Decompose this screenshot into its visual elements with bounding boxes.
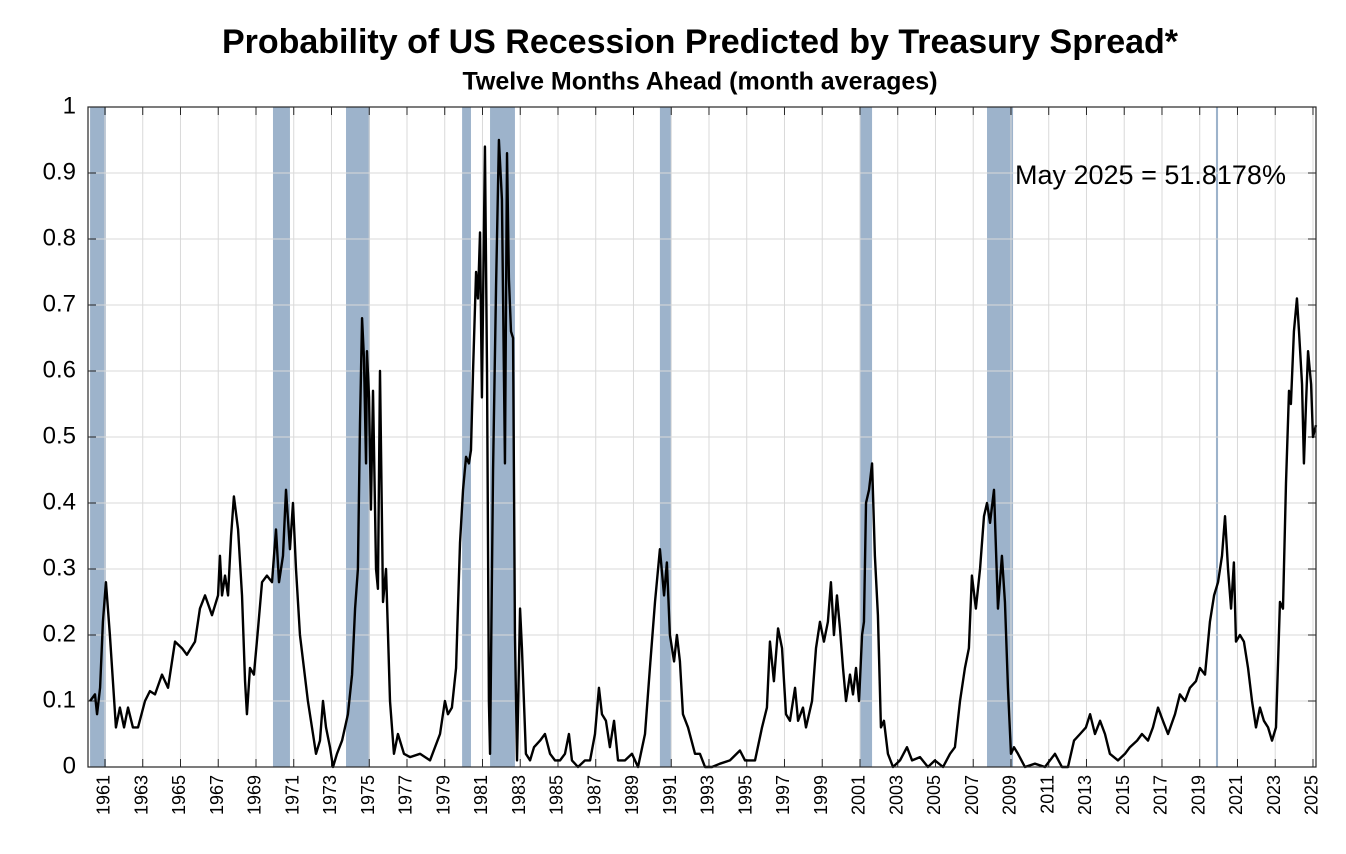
y-tick-label: 0.9	[43, 158, 76, 185]
x-tick-label: 2021	[1226, 775, 1246, 815]
x-tick-label: 1995	[735, 775, 755, 815]
y-tick-label: 0.4	[43, 488, 76, 515]
x-tick-label: 2011	[1037, 775, 1057, 814]
x-tick-label: 1971	[282, 775, 302, 815]
x-tick-label: 2025	[1302, 775, 1322, 815]
x-tick-label: 1993	[698, 775, 718, 815]
x-tick-label: 2007	[962, 775, 982, 815]
y-tick-label: 0.1	[43, 686, 76, 713]
plot-foreground: 0 0.1 0.2 0.3 0.4 0.5 0.6 0.7 0.8 0.9 1 1961 1963 196…	[43, 92, 1322, 815]
x-tick-label: 2017	[1151, 775, 1171, 815]
plot-frame	[87, 106, 1317, 768]
x-tick-label: 1983	[509, 775, 529, 815]
plot-background	[88, 106, 1316, 768]
y-tick-label: 1	[63, 92, 76, 119]
x-tick-label: 2001	[849, 775, 869, 815]
x-tick-label: 1965	[169, 775, 189, 815]
x-tick-label: 2023	[1264, 775, 1284, 815]
x-tick-label: 1963	[131, 775, 151, 815]
x-tick-label: 1973	[320, 775, 340, 815]
annotation: May 2025 = 51.8178%	[1015, 160, 1286, 190]
x-tick-label: 1969	[245, 775, 265, 815]
x-tick-label: 1989	[622, 775, 642, 815]
x-tick-label: 1961	[94, 775, 114, 815]
x-tick-label: 1985	[547, 775, 567, 815]
x-tick-label: 2003	[886, 775, 906, 815]
x-tick-label: 1999	[811, 775, 831, 815]
y-tick-label: 0.2	[43, 620, 76, 647]
x-tick-label: 2015	[1113, 775, 1133, 815]
x-tick-label: 1981	[471, 775, 491, 815]
x-tick-label: 1997	[773, 775, 793, 815]
x-tick-label: 2019	[1188, 775, 1208, 815]
x-tick-label: 1975	[358, 775, 378, 815]
x-tick-label: 2009	[1000, 775, 1020, 815]
x-tick-label: 1991	[660, 775, 680, 815]
data-line	[89, 138, 1318, 769]
x-tick-label: 2005	[924, 775, 944, 815]
chart-subtitle: Twelve Months Ahead (month averages)	[462, 68, 937, 96]
y-tick-label: 0	[63, 752, 76, 779]
y-tick-label: 0.6	[43, 356, 76, 383]
x-tick-label: 1967	[207, 775, 227, 815]
y-tick-label: 0.3	[43, 554, 76, 581]
y-tick-label: 0.7	[43, 290, 76, 317]
y-tick-label: 0.5	[43, 422, 76, 449]
x-tick-label: 2013	[1075, 775, 1095, 815]
x-tick-label: 1987	[584, 775, 604, 815]
x-tick-label: 1979	[433, 775, 453, 815]
x-tick-label: 1977	[396, 775, 416, 815]
chart-title: Probability of US Recession Predicted by…	[222, 23, 1179, 61]
y-tick-label: 0.8	[43, 224, 76, 251]
